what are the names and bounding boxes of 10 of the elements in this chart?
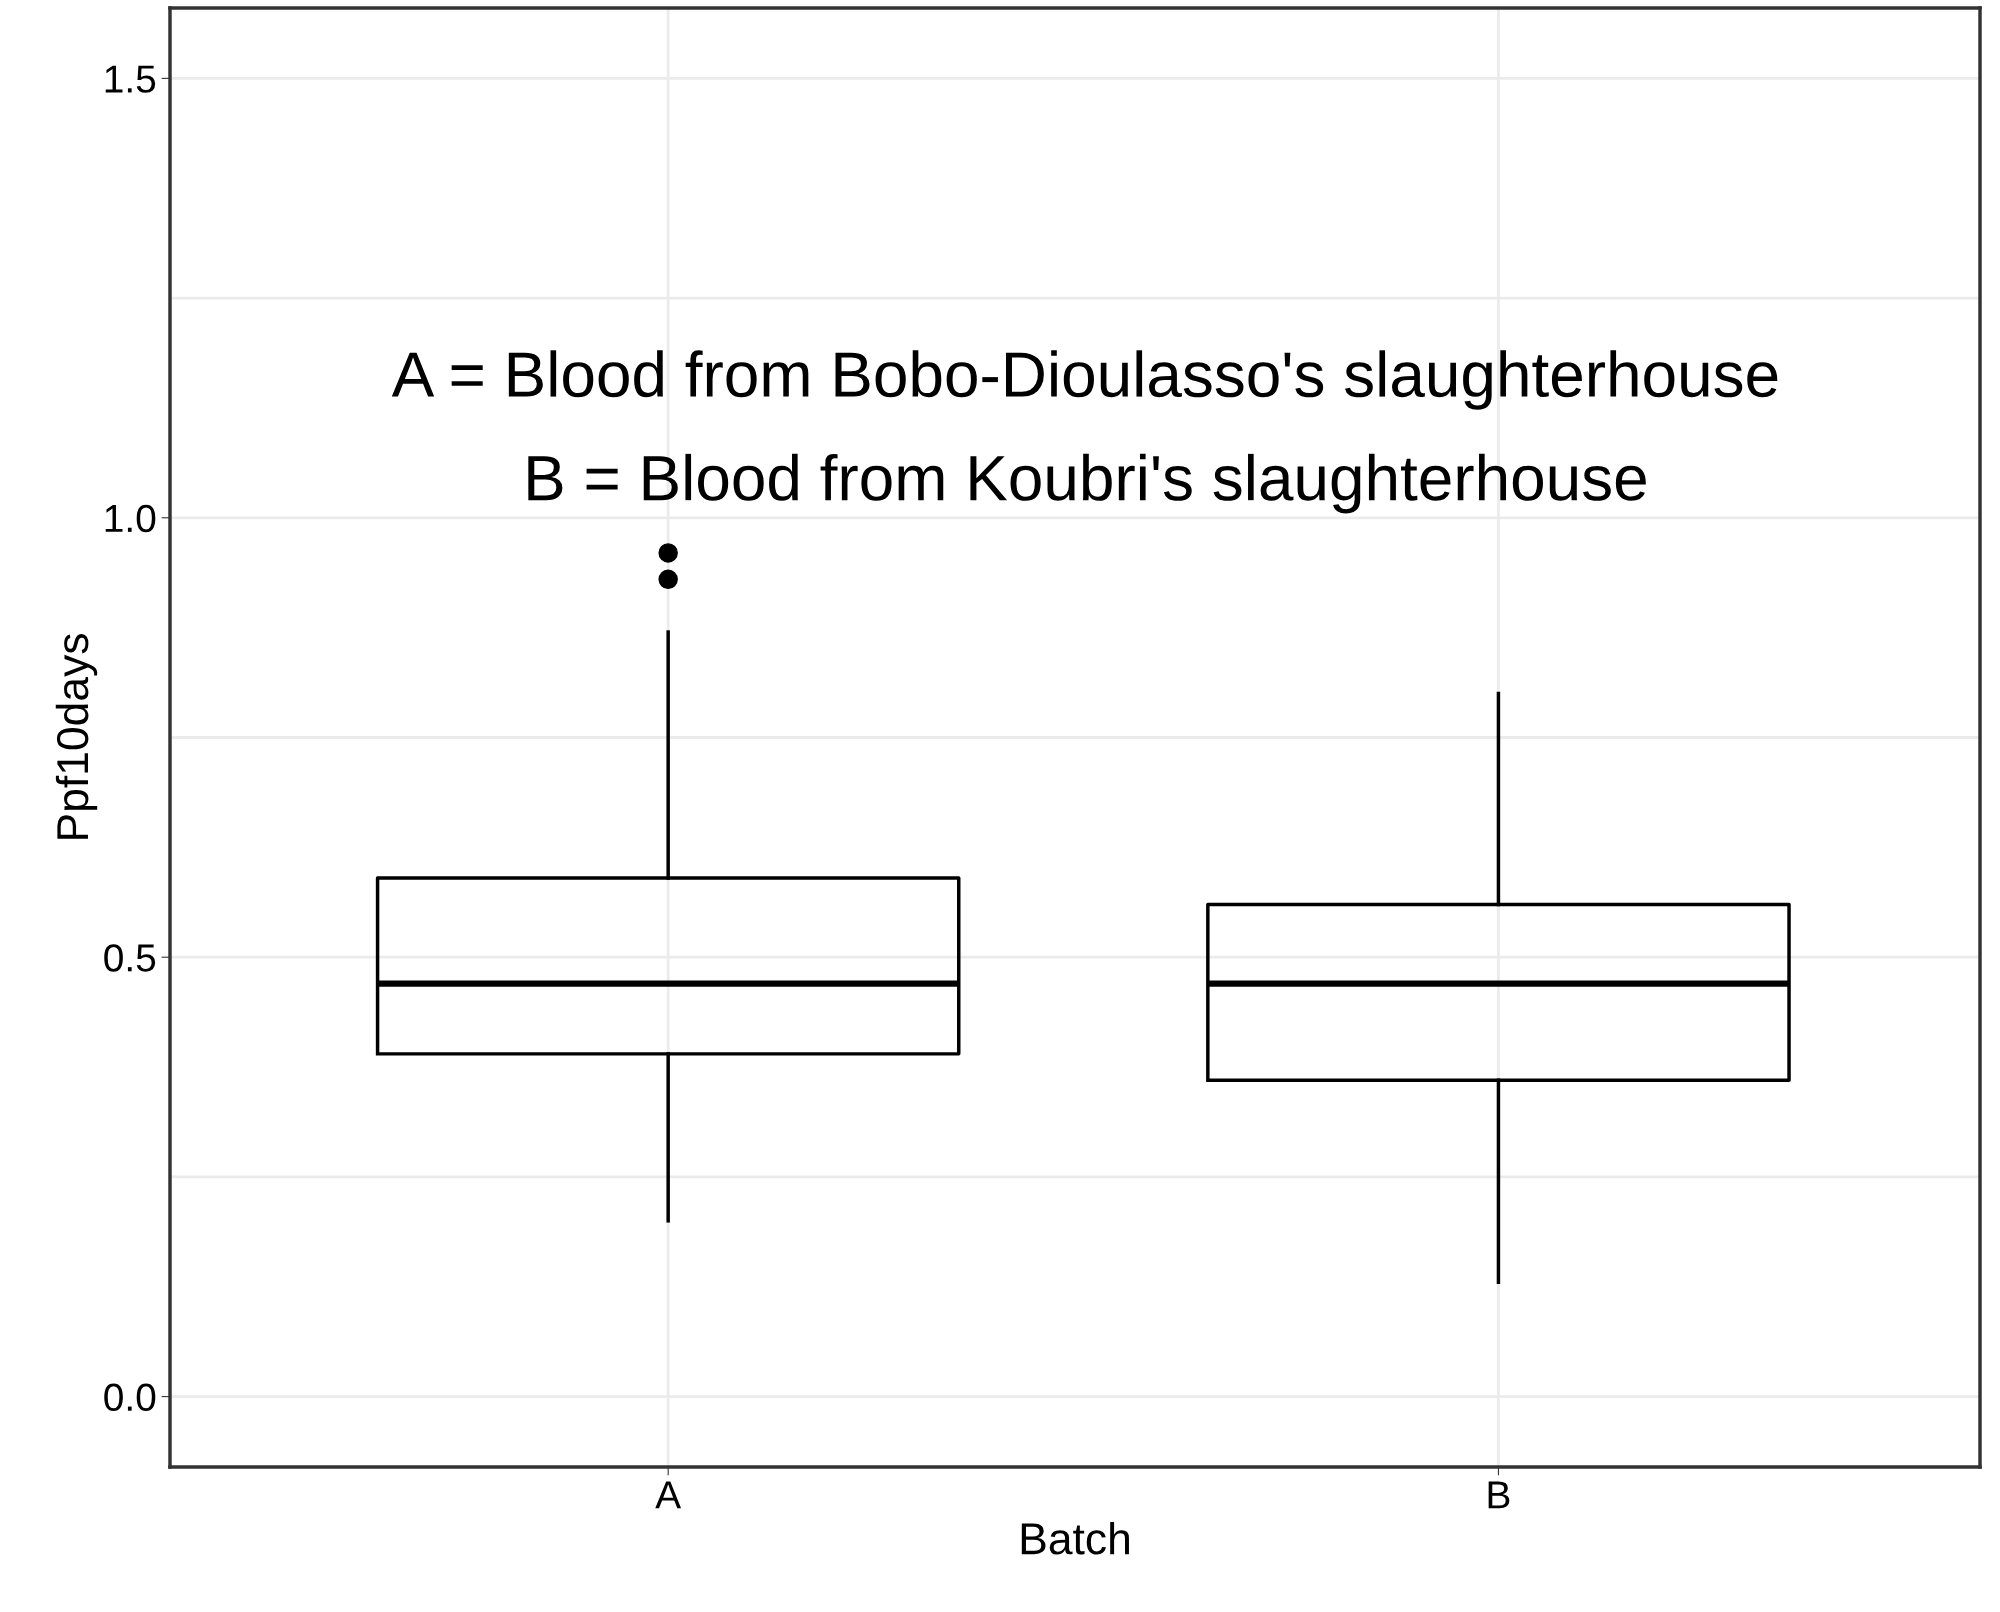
y-axis-title: Ppf10days	[55, 634, 98, 839]
y-tick-label: 1.5	[105, 65, 156, 93]
x-axis-title: Batch	[1021, 1521, 1129, 1555]
x-tick-label: A	[655, 1481, 682, 1509]
annotation: B = Blood from Koubri's slaughterhouse	[528, 453, 1646, 514]
y-tick-label: 0.5	[104, 944, 156, 972]
y-tick-label: 0.0	[104, 1383, 156, 1412]
y-tick-label: 1.0	[105, 504, 156, 533]
x-tick-label: B	[1488, 1481, 1510, 1509]
annotation: A = Blood from Bobo-Dioulasso's slaughterhouse	[391, 350, 1778, 410]
